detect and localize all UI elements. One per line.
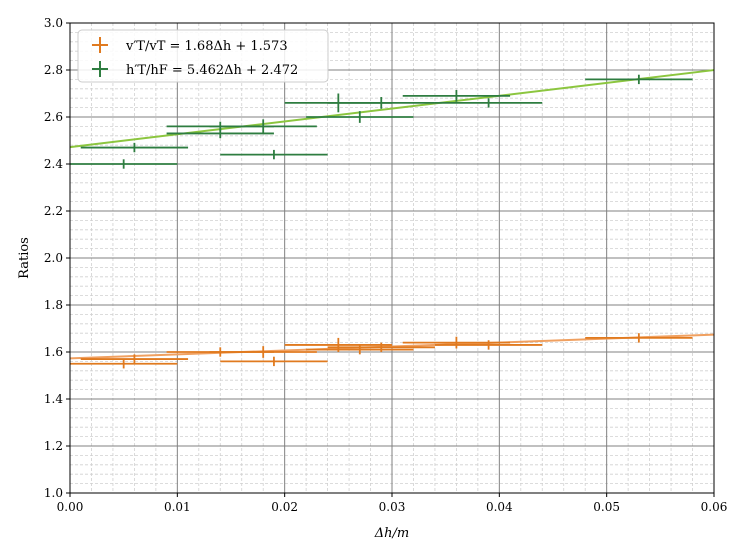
x-tick-label: 0.03 — [379, 500, 406, 514]
data-point-green — [402, 89, 511, 102]
y-tick-label: 1.8 — [44, 298, 63, 312]
legend-box — [77, 29, 329, 83]
data-point-orange — [585, 333, 693, 343]
y-tick-label: 2.0 — [44, 251, 63, 265]
y-tick-label: 2.8 — [44, 63, 63, 77]
data-point-green — [585, 74, 693, 85]
data-point-orange — [80, 354, 189, 364]
data-point-orange — [402, 336, 511, 349]
legend-entry-velocity-ratio: v′T/vT = 1.68Δh + 1.573 — [125, 39, 288, 54]
x-axis-label: Δh/m — [374, 526, 409, 541]
data-point-orange — [209, 346, 317, 358]
x-tick-label: 0.06 — [701, 500, 728, 514]
y-axis-label: Ratios — [17, 237, 32, 279]
y-tick-label: 1.6 — [44, 345, 63, 359]
x-tick-label: 0.05 — [593, 500, 620, 514]
major-grid — [69, 22, 715, 494]
legend-marker-orange — [92, 37, 108, 53]
y-tick-label: 1.2 — [44, 439, 63, 453]
data-point-green — [209, 119, 317, 134]
x-tick-label: 0.02 — [271, 500, 298, 514]
y-tick-label: 2.4 — [44, 157, 63, 171]
data-point-green — [70, 159, 178, 169]
data-points — [70, 74, 693, 369]
data-point-green — [434, 98, 543, 108]
x-tick-label: 0.04 — [486, 500, 513, 514]
x-tick-label: 0.00 — [57, 500, 84, 514]
data-point-green — [220, 149, 328, 160]
data-point-green — [80, 142, 189, 153]
data-point-green — [306, 111, 414, 123]
y-tick-label: 1.4 — [44, 392, 63, 406]
data-point-green — [327, 97, 435, 109]
legend-entry-height-ratio: h′T/hF = 5.462Δh + 2.472 — [126, 63, 298, 78]
y-tick-label: 2.2 — [44, 204, 63, 218]
y-axis: 1.0 1.2 1.4 1.6 1.8 2.0 2.2 2.4 2.6 2.8 3.0 — [44, 16, 70, 500]
x-tick-label: 0.01 — [164, 500, 191, 514]
data-point-orange — [70, 359, 178, 369]
data-point-orange — [434, 340, 543, 350]
y-tick-label: 2.6 — [44, 110, 63, 124]
y-tick-label: 3.0 — [44, 16, 63, 30]
data-point-orange — [220, 356, 328, 367]
legend: v′T/vT = 1.68Δh + 1.573 h′T/hF = 5.462Δh… — [77, 29, 329, 83]
y-tick-label: 1.0 — [44, 486, 63, 500]
data-point-orange — [327, 342, 435, 352]
x-axis: 0.00 0.01 0.02 0.03 0.04 0.05 0.06 — [57, 493, 728, 514]
legend-marker-green — [92, 61, 108, 77]
